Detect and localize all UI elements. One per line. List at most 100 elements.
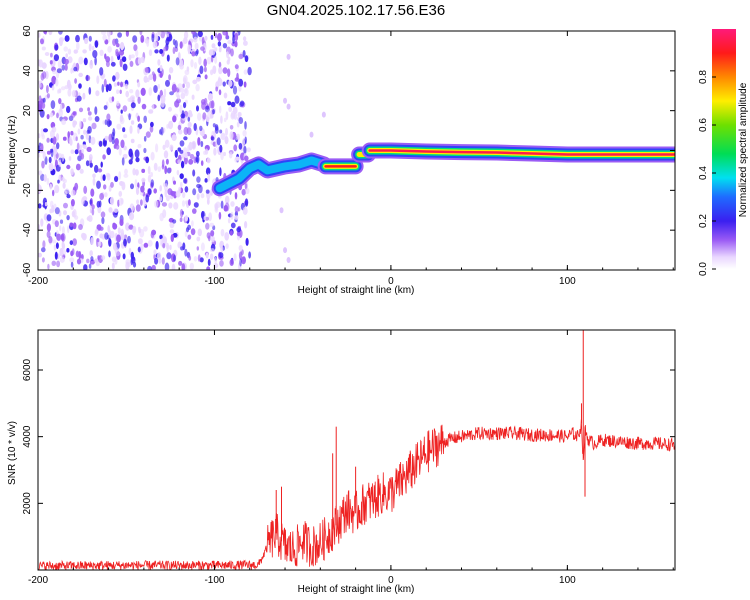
noise-blob: [116, 89, 120, 94]
noise-blob: [38, 153, 41, 158]
noise-blob: [122, 105, 128, 112]
noise-blob: [113, 208, 119, 213]
noise-blob: [244, 136, 247, 144]
noise-blob: [159, 72, 163, 78]
noise-blob: [54, 207, 60, 215]
noise-blob: [173, 254, 177, 262]
noise-blob: [200, 193, 205, 199]
noise-blob: [139, 228, 145, 238]
noise-blob: [119, 89, 122, 95]
y-tick-label: -60: [22, 262, 33, 277]
noise-blob: [192, 188, 197, 196]
noise-blob: [220, 115, 223, 124]
noise-blob: [38, 32, 41, 38]
noise-blob: [227, 68, 231, 78]
noise-blob: [46, 137, 50, 143]
noise-blob: [75, 250, 80, 258]
y-tick-label: 0: [22, 147, 33, 153]
noise-blob: [101, 31, 107, 35]
noise-blob: [121, 181, 126, 191]
noise-blob: [188, 199, 191, 206]
noise-blob: [176, 98, 181, 104]
noise-blob: [159, 234, 163, 240]
noise-blob: [239, 100, 245, 107]
noise-blob: [236, 121, 240, 128]
noise-blob: [241, 188, 246, 196]
noise-blob: [64, 64, 68, 71]
noise-blob: [169, 244, 172, 250]
noise-blob: [58, 159, 62, 167]
noise-blob: [129, 60, 134, 67]
noise-blob: [46, 223, 52, 232]
colorbar-tick-label: 0.2: [698, 214, 709, 228]
spectrogram-y-axis-label: Frequency (Hz): [7, 116, 18, 185]
noise-blob: [165, 195, 170, 202]
noise-blob: [147, 188, 152, 196]
noise-blob: [225, 31, 229, 39]
noise-blob: [94, 164, 99, 173]
noise-blob: [157, 83, 161, 89]
noise-blob: [78, 107, 84, 113]
noise-blob: [141, 177, 146, 183]
noise-blob: [215, 201, 221, 209]
noise-blob: [132, 168, 136, 176]
noise-blob: [61, 226, 65, 235]
noise-blob: [41, 247, 46, 253]
noise-blob: [219, 105, 222, 114]
noise-blob: [150, 151, 155, 161]
noise-blob: [200, 46, 205, 51]
noise-blob: [135, 157, 140, 163]
noise-blob: [205, 167, 211, 175]
noise-blob: [74, 182, 79, 191]
noise-blob: [243, 145, 247, 155]
faint-point: [309, 131, 314, 138]
noise-blob: [42, 97, 46, 103]
noise-blob: [40, 143, 44, 152]
noise-blob: [213, 147, 217, 156]
noise-blob: [145, 194, 149, 203]
spectrogram-x-axis-label: Height of straight line (km): [298, 285, 415, 296]
noise-blob: [163, 88, 167, 98]
noise-blob: [154, 257, 159, 265]
noise-blob: [41, 46, 46, 51]
noise-blob: [115, 144, 120, 150]
noise-blob: [125, 31, 129, 37]
noise-blob: [96, 238, 100, 243]
noise-blob: [70, 149, 75, 154]
noise-blob: [71, 90, 77, 98]
colorbar: 0.0 0.2 0.4 0.6 0.8 Normalized spectral ampl…: [698, 29, 749, 276]
noise-blob: [66, 194, 71, 199]
noise-blob: [119, 42, 125, 51]
noise-blob: [234, 64, 239, 70]
noise-blob: [203, 58, 207, 67]
noise-blob: [217, 41, 222, 47]
noise-blob: [165, 158, 169, 165]
noise-blob: [58, 31, 63, 35]
noise-blob: [103, 78, 107, 88]
noise-blob: [137, 246, 141, 253]
noise-blob: [192, 79, 198, 85]
noise-blob: [137, 57, 142, 65]
noise-blob: [148, 49, 153, 56]
noise-blob: [150, 121, 154, 128]
noise-blob: [204, 35, 208, 41]
noise-blob: [78, 251, 82, 260]
noise-blob: [230, 110, 236, 119]
noise-blob: [48, 162, 54, 172]
noise-blob: [116, 123, 122, 130]
noise-blob: [50, 52, 53, 58]
noise-blob: [46, 85, 49, 94]
noise-blob: [85, 160, 90, 167]
noise-blob: [234, 77, 240, 82]
noise-blob: [229, 230, 233, 236]
noise-blob: [166, 33, 170, 38]
noise-blob: [232, 34, 236, 44]
noise-blob: [148, 87, 153, 96]
noise-blob: [113, 144, 117, 149]
noise-blob: [74, 78, 77, 84]
noise-blob: [234, 32, 239, 42]
noise-blob: [153, 162, 158, 171]
noise-blob: [46, 230, 51, 238]
noise-blob: [76, 95, 82, 102]
noise-blob: [66, 248, 70, 253]
